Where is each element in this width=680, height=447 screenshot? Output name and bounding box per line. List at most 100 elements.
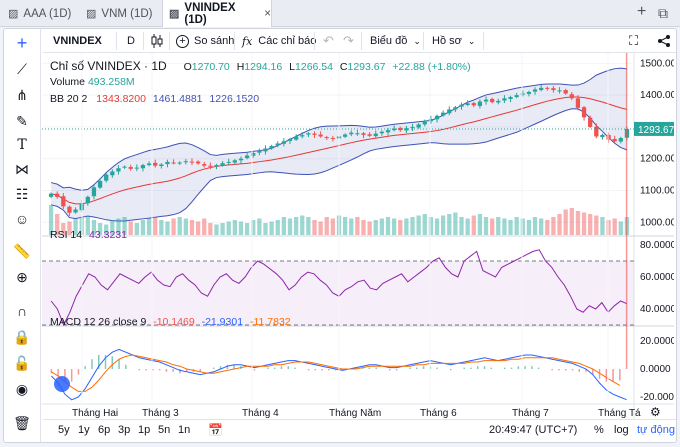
fullscreen-button[interactable]: ⛶	[629, 33, 639, 48]
trash-icon[interactable]: 🗑	[13, 414, 31, 431]
bb-legend[interactable]: BB 20 2 1343.8200 1461.4881 1226.1520	[50, 93, 259, 105]
tab-aaa[interactable]: ▨ AAA (1D)	[8, 0, 80, 27]
time-tick-label: Tháng 4	[242, 408, 279, 419]
divider	[361, 32, 362, 50]
rsi-label: RSI 14	[50, 229, 83, 241]
volume-value: 493.258M	[87, 76, 135, 88]
volume-bar	[251, 220, 256, 235]
volume-bar	[490, 218, 495, 235]
volume-bar	[177, 217, 182, 235]
tab-vnindex[interactable]: ▨ VNINDEX (1D) ×	[162, 0, 272, 27]
unlock-icon[interactable]: 🔓	[13, 354, 31, 371]
range-3m[interactable]: 3p	[118, 424, 131, 436]
candle-body	[551, 88, 556, 91]
restore-window-icon[interactable]: ⧉	[658, 5, 668, 21]
bb-upper-value: 1343.8200	[96, 93, 146, 105]
macd-tick-label: 20.0000	[640, 336, 674, 347]
crosshair-icon[interactable]: +	[16, 32, 28, 53]
candle-body	[116, 168, 121, 172]
range-6m[interactable]: 6p	[98, 424, 111, 436]
candle-body	[520, 93, 525, 95]
volume-bar	[618, 221, 623, 235]
volume-bar	[116, 218, 121, 235]
range-5d[interactable]: 5n	[158, 424, 171, 436]
trendline-icon[interactable]: ⟋	[17, 60, 27, 77]
volume-bar	[526, 220, 532, 235]
volume-bar	[293, 217, 299, 235]
prediction-icon[interactable]: ☷	[15, 185, 29, 202]
rsi-tick-label: 40.0000	[640, 304, 674, 315]
close-tab-icon[interactable]: ×	[264, 7, 271, 20]
volume-bar	[122, 217, 127, 235]
zoom-in-icon[interactable]: ⊕	[16, 268, 28, 285]
volume-bar	[594, 215, 599, 235]
lock-drawings-icon[interactable]: 🔒	[13, 328, 31, 345]
range-1m[interactable]: 1p	[138, 424, 151, 436]
candle-body	[557, 90, 562, 92]
candle-body	[104, 174, 109, 181]
pitchfork-icon[interactable]: ⋔	[16, 86, 28, 103]
range-5y[interactable]: 5y	[58, 424, 70, 436]
auto-scale-toggle[interactable]: tự động	[637, 424, 675, 436]
pattern-icon[interactable]: ⋈	[15, 160, 29, 177]
candle-body	[238, 158, 244, 161]
add-tab-button[interactable]: +	[637, 3, 647, 20]
chart-canvas[interactable]: 1500.001400.001300.001200.001100.001000.…	[42, 53, 674, 419]
logo-badge	[54, 376, 70, 392]
candle-body	[67, 206, 72, 213]
candle-body	[232, 160, 237, 163]
volume-bar	[300, 215, 305, 235]
brush-icon[interactable]: ✎	[16, 112, 28, 129]
macd-legend[interactable]: MACD 12 26 close 9 -10.1469 -21.9301 -11…	[50, 316, 291, 328]
volume-bar	[281, 217, 287, 235]
ohlc-label: H	[236, 61, 245, 73]
text-icon[interactable]: T	[17, 137, 27, 153]
chart-type-button[interactable]	[150, 29, 164, 53]
candle-body	[373, 133, 378, 137]
candle-body	[122, 166, 127, 168]
share-button[interactable]	[657, 29, 671, 53]
volume-bar	[61, 223, 66, 235]
volume-bar	[355, 217, 360, 235]
range-1d[interactable]: 1n	[178, 424, 191, 436]
symbol-search[interactable]: VNINDEX	[53, 35, 102, 47]
percent-toggle[interactable]: %	[594, 424, 604, 436]
candle-body	[428, 118, 434, 122]
rsi-tick-label: 80.0000	[640, 240, 674, 251]
divider	[314, 32, 315, 50]
chart-type-menu[interactable]: Biểu đồ ⌄	[370, 29, 421, 53]
volume-bar	[128, 221, 133, 235]
ruler-icon[interactable]: 📏	[13, 242, 31, 259]
range-1y[interactable]: 1y	[78, 424, 90, 436]
compare-button[interactable]: + So sánh	[176, 29, 234, 53]
volume-bar	[226, 221, 231, 235]
magnet-icon[interactable]: ∩	[16, 303, 28, 319]
macd-label: MACD 12 26 close 9	[50, 316, 147, 328]
candle-body	[545, 87, 550, 89]
templates-menu[interactable]: Hồ sơ ⌄	[432, 29, 475, 53]
goto-date-icon[interactable]: 📅	[208, 423, 223, 437]
log-toggle[interactable]: log	[614, 424, 629, 436]
eye-icon[interactable]: ◉	[15, 380, 29, 397]
emoji-icon[interactable]: ☺	[14, 211, 30, 227]
rsi-legend[interactable]: RSI 14 43.3231	[50, 229, 127, 241]
divider	[116, 32, 117, 50]
interval-button[interactable]: D	[127, 35, 135, 47]
candle-body	[367, 134, 372, 136]
candle-body	[447, 109, 452, 114]
candle-body	[61, 196, 66, 207]
series-name[interactable]: Chỉ số VNINDEX · 1D	[50, 59, 167, 73]
volume-bar	[195, 221, 201, 235]
redo-button[interactable]: ↷	[343, 33, 354, 48]
undo-button[interactable]: ↶	[323, 33, 334, 48]
candle-body	[91, 187, 97, 197]
tab-vnm[interactable]: ▨ VNM (1D)	[86, 0, 158, 27]
rsi-value: 43.3231	[89, 229, 127, 241]
volume-bar	[379, 218, 385, 235]
candle-body	[581, 107, 587, 118]
clock[interactable]: 20:49:47 (UTC+7)	[489, 424, 578, 436]
indicators-button[interactable]: fx Các chỉ báo	[242, 29, 316, 53]
divider	[234, 32, 235, 50]
volume-bar	[257, 218, 262, 235]
volume-legend[interactable]: Volume 493.258M	[50, 76, 135, 88]
